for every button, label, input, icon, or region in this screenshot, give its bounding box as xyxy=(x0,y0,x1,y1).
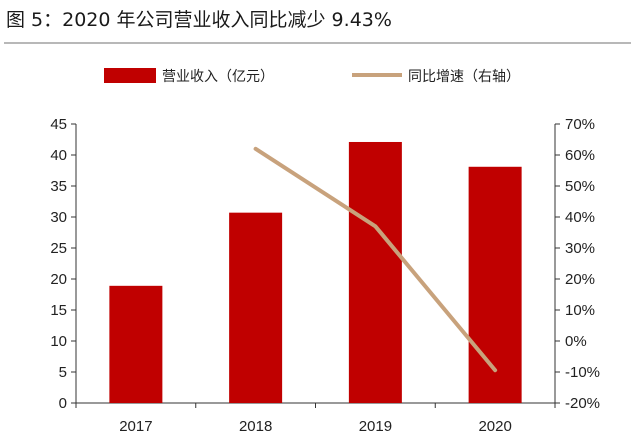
figure-title: 图 5：2020 年公司营业收入同比减少 9.43% xyxy=(6,9,392,31)
y-right-tick-label: -10% xyxy=(565,364,600,381)
x-tick-label: 2020 xyxy=(478,418,511,435)
y-right-tick-label: 50% xyxy=(565,178,595,195)
bar-revenue-2020 xyxy=(468,166,522,403)
y-left-tick-label: 35 xyxy=(50,178,67,195)
bar-revenue-2017 xyxy=(109,285,163,403)
bar-revenue-2018 xyxy=(229,212,283,403)
y-left-tick-label: 25 xyxy=(50,240,67,257)
y-right-tick-label: 10% xyxy=(565,302,595,319)
y-right-tick-label: 0% xyxy=(565,333,587,350)
y-left-tick-label: 30 xyxy=(50,209,67,226)
y-left-tick-label: 10 xyxy=(50,333,67,350)
y-right-tick-label: 20% xyxy=(565,271,595,288)
y-left-tick-label: 45 xyxy=(50,116,67,133)
y-right-tick-label: 30% xyxy=(565,240,595,257)
legend-label-revenue: 营业收入（亿元） xyxy=(162,69,274,85)
x-tick-label: 2017 xyxy=(119,418,152,435)
y-right-tick-label: 40% xyxy=(565,209,595,226)
plot-area: 0 5 10 15 20 25 30 35 40 45 -20% -10% 0% 10% 20% 30% 40%… xyxy=(50,116,600,435)
legend-label-growth: 同比增速（右轴） xyxy=(408,69,520,85)
x-tick-label: 2019 xyxy=(359,418,392,435)
y-left-tick-label: 15 xyxy=(50,302,67,319)
y-right-tick-label: 60% xyxy=(565,147,595,164)
y-left-tick-label: 40 xyxy=(50,147,67,164)
y-right-tick-label: -20% xyxy=(565,395,600,412)
title-divider xyxy=(4,42,631,44)
bar-revenue-2019 xyxy=(348,141,402,404)
y-left-tick-label: 0 xyxy=(59,395,67,412)
x-tick-label: 2018 xyxy=(239,418,272,435)
y-left-tick-label: 5 xyxy=(59,364,67,381)
y-right-tick-label: 70% xyxy=(565,116,595,133)
legend: 营业收入（亿元） 同比增速（右轴） xyxy=(104,68,520,85)
legend-swatch-revenue xyxy=(104,68,156,83)
line-growth-rate xyxy=(253,146,498,373)
y-left-tick-label: 20 xyxy=(50,271,67,288)
